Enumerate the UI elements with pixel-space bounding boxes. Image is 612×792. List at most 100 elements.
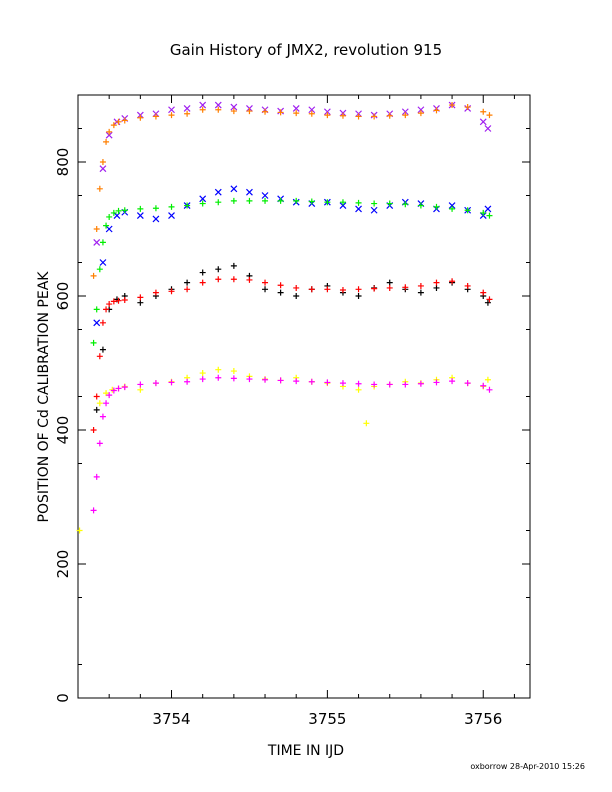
data-point bbox=[99, 159, 106, 165]
data-point bbox=[339, 380, 346, 387]
data-point bbox=[90, 339, 97, 346]
data-point bbox=[386, 112, 393, 119]
data-point bbox=[93, 406, 100, 413]
data-point bbox=[386, 279, 393, 286]
data-point bbox=[433, 107, 440, 114]
data-point bbox=[103, 222, 110, 229]
data-point bbox=[464, 282, 471, 289]
data-point bbox=[484, 299, 491, 306]
data-point bbox=[324, 379, 331, 386]
data-point bbox=[230, 103, 238, 111]
data-point bbox=[105, 225, 113, 233]
data-point bbox=[168, 203, 175, 210]
data-point bbox=[93, 306, 100, 313]
data-point bbox=[449, 378, 456, 385]
data-point bbox=[184, 279, 191, 286]
data-point bbox=[261, 192, 269, 199]
data-point bbox=[246, 188, 253, 196]
series-5 bbox=[90, 276, 493, 433]
y-tick-label: 0 bbox=[54, 693, 72, 703]
axis-ticks: 0 200 400 600 800 3754 3755 3756 bbox=[54, 95, 530, 728]
data-point bbox=[480, 289, 487, 296]
data-point bbox=[184, 110, 191, 117]
data-point bbox=[433, 203, 440, 210]
data-point bbox=[355, 386, 362, 393]
data-point bbox=[448, 202, 456, 209]
data-point bbox=[93, 319, 101, 327]
data-point bbox=[308, 106, 316, 114]
data-point bbox=[137, 381, 144, 388]
footer-credit: oxborrow 28-Apr-2010 15:26 bbox=[470, 762, 585, 771]
data-point bbox=[417, 380, 424, 387]
data-point bbox=[76, 527, 83, 534]
data-point bbox=[324, 286, 331, 293]
data-point bbox=[136, 212, 144, 220]
data-point bbox=[115, 207, 122, 214]
data-point bbox=[277, 377, 284, 384]
data-point bbox=[417, 202, 424, 209]
data-point bbox=[137, 299, 144, 306]
data-point bbox=[230, 108, 237, 115]
data-point bbox=[184, 378, 191, 385]
data-point bbox=[152, 113, 159, 120]
data-point bbox=[121, 384, 128, 391]
data-point bbox=[137, 294, 144, 301]
data-point bbox=[433, 379, 440, 386]
data-point bbox=[363, 420, 370, 427]
data-point bbox=[486, 212, 493, 219]
data-point bbox=[308, 286, 315, 293]
data-point bbox=[324, 112, 331, 119]
series-7 bbox=[90, 374, 493, 514]
data-point bbox=[230, 185, 238, 193]
data-point bbox=[90, 427, 97, 433]
data-point bbox=[168, 379, 175, 386]
data-point bbox=[371, 285, 378, 292]
data-point bbox=[230, 262, 237, 269]
data-point bbox=[293, 378, 300, 385]
data-point bbox=[90, 507, 97, 514]
data-point bbox=[99, 413, 106, 420]
data-point bbox=[103, 390, 110, 397]
data-point bbox=[371, 200, 378, 207]
data-point bbox=[339, 112, 346, 119]
data-point bbox=[293, 197, 300, 204]
data-series bbox=[76, 101, 493, 534]
data-point bbox=[93, 238, 101, 246]
x-axis-label: TIME IN IJD bbox=[267, 743, 344, 759]
series-1 bbox=[90, 102, 493, 279]
data-point bbox=[121, 297, 128, 304]
data-point bbox=[152, 289, 159, 296]
data-point bbox=[121, 207, 128, 214]
data-point bbox=[246, 197, 253, 204]
data-point bbox=[96, 400, 103, 407]
data-point bbox=[199, 376, 206, 383]
data-point bbox=[121, 117, 128, 124]
data-point bbox=[262, 286, 269, 293]
data-point bbox=[215, 374, 222, 381]
data-point bbox=[99, 239, 106, 246]
data-point bbox=[262, 108, 269, 115]
data-point bbox=[386, 381, 393, 388]
data-point bbox=[184, 286, 191, 293]
x-tick-label: 3756 bbox=[464, 710, 502, 728]
data-point bbox=[103, 306, 110, 313]
data-point bbox=[277, 197, 284, 204]
data-point bbox=[137, 114, 144, 121]
data-point bbox=[230, 368, 237, 375]
data-point bbox=[277, 289, 284, 296]
data-point bbox=[199, 279, 206, 286]
data-point bbox=[183, 104, 191, 112]
data-point bbox=[277, 282, 284, 289]
data-point bbox=[292, 104, 300, 112]
data-point bbox=[199, 106, 206, 113]
data-point bbox=[199, 200, 206, 207]
y-tick-label: 600 bbox=[54, 282, 72, 311]
data-point bbox=[184, 202, 191, 209]
data-point bbox=[433, 279, 440, 286]
data-point bbox=[386, 284, 393, 291]
data-point bbox=[230, 276, 237, 283]
data-point bbox=[105, 131, 113, 139]
data-point bbox=[262, 279, 269, 286]
data-point bbox=[371, 113, 378, 120]
